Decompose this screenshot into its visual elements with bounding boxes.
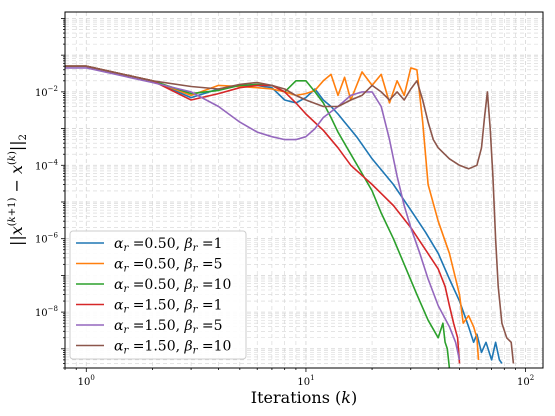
legend-label-1: αr =0.50, βr =1 — [114, 236, 222, 254]
legend: αr =0.50, βr =1 αr =0.50, βr =5 αr =0.50, … — [69, 230, 247, 360]
legend-box — [69, 230, 247, 360]
legend-label-6: αr =1.50, βr =10 — [114, 339, 231, 357]
series-line-6 — [65, 65, 515, 364]
x-tick-label: 101 — [297, 374, 314, 388]
legend-label-2: αr =0.50, βr =5 — [114, 257, 222, 275]
legend-label-5: αr =1.50, βr =5 — [114, 318, 222, 336]
series-line-4 — [65, 65, 461, 364]
legend-label-3: αr =0.50, βr =10 — [114, 277, 231, 295]
y-tick-label: 10−8 — [35, 305, 58, 319]
y-tick-label: 10−2 — [35, 85, 58, 99]
legend-label-4: αr =1.50, βr =1 — [114, 298, 222, 316]
plot-frame — [64, 11, 544, 369]
series-line-3 — [65, 65, 451, 369]
y-tick-label: 10−4 — [35, 158, 59, 172]
series-lines — [65, 65, 515, 369]
series-line-5 — [65, 67, 461, 361]
x-tick-label: 102 — [517, 374, 534, 388]
series-line-2 — [65, 65, 480, 360]
x-tick-label: 100 — [78, 374, 95, 388]
x-axis-label: Iterations (k) — [251, 388, 357, 407]
y-tick-label: 10−6 — [35, 232, 59, 246]
y-axis-label: ||x(k+1) − x(k)||2 — [7, 134, 29, 246]
axis-ticks: 100 101 102 10−8 10−6 10−4 10−2 — [35, 18, 534, 388]
